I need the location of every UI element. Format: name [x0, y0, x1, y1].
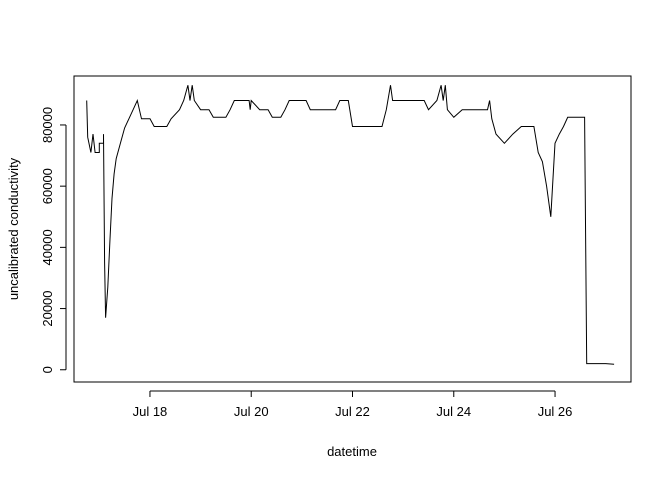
x-tick-label: Jul 24: [436, 404, 471, 419]
x-axis-label: datetime: [327, 444, 377, 459]
x-tick-label: Jul 22: [335, 404, 370, 419]
y-tick-label: 80000: [40, 107, 55, 143]
series-group: [86, 85, 615, 365]
y-tick-label: 0: [40, 366, 55, 373]
y-tick-label: 40000: [40, 229, 55, 265]
x-tick-label: Jul 26: [538, 404, 573, 419]
x-tick-label: Jul 18: [133, 404, 168, 419]
x-tick-label: Jul 20: [234, 404, 269, 419]
series-line: [86, 85, 615, 365]
plot-frame: [73, 75, 632, 383]
x-axis: Jul 18 Jul 20 Jul 22 Jul 24 Jul 26: [133, 390, 573, 419]
y-tick-label: 60000: [40, 168, 55, 204]
y-axis-label: uncalibrated conductivity: [6, 157, 21, 300]
y-axis: 0 20000 40000 60000 80000: [40, 107, 67, 373]
y-tick-label: 20000: [40, 290, 55, 326]
